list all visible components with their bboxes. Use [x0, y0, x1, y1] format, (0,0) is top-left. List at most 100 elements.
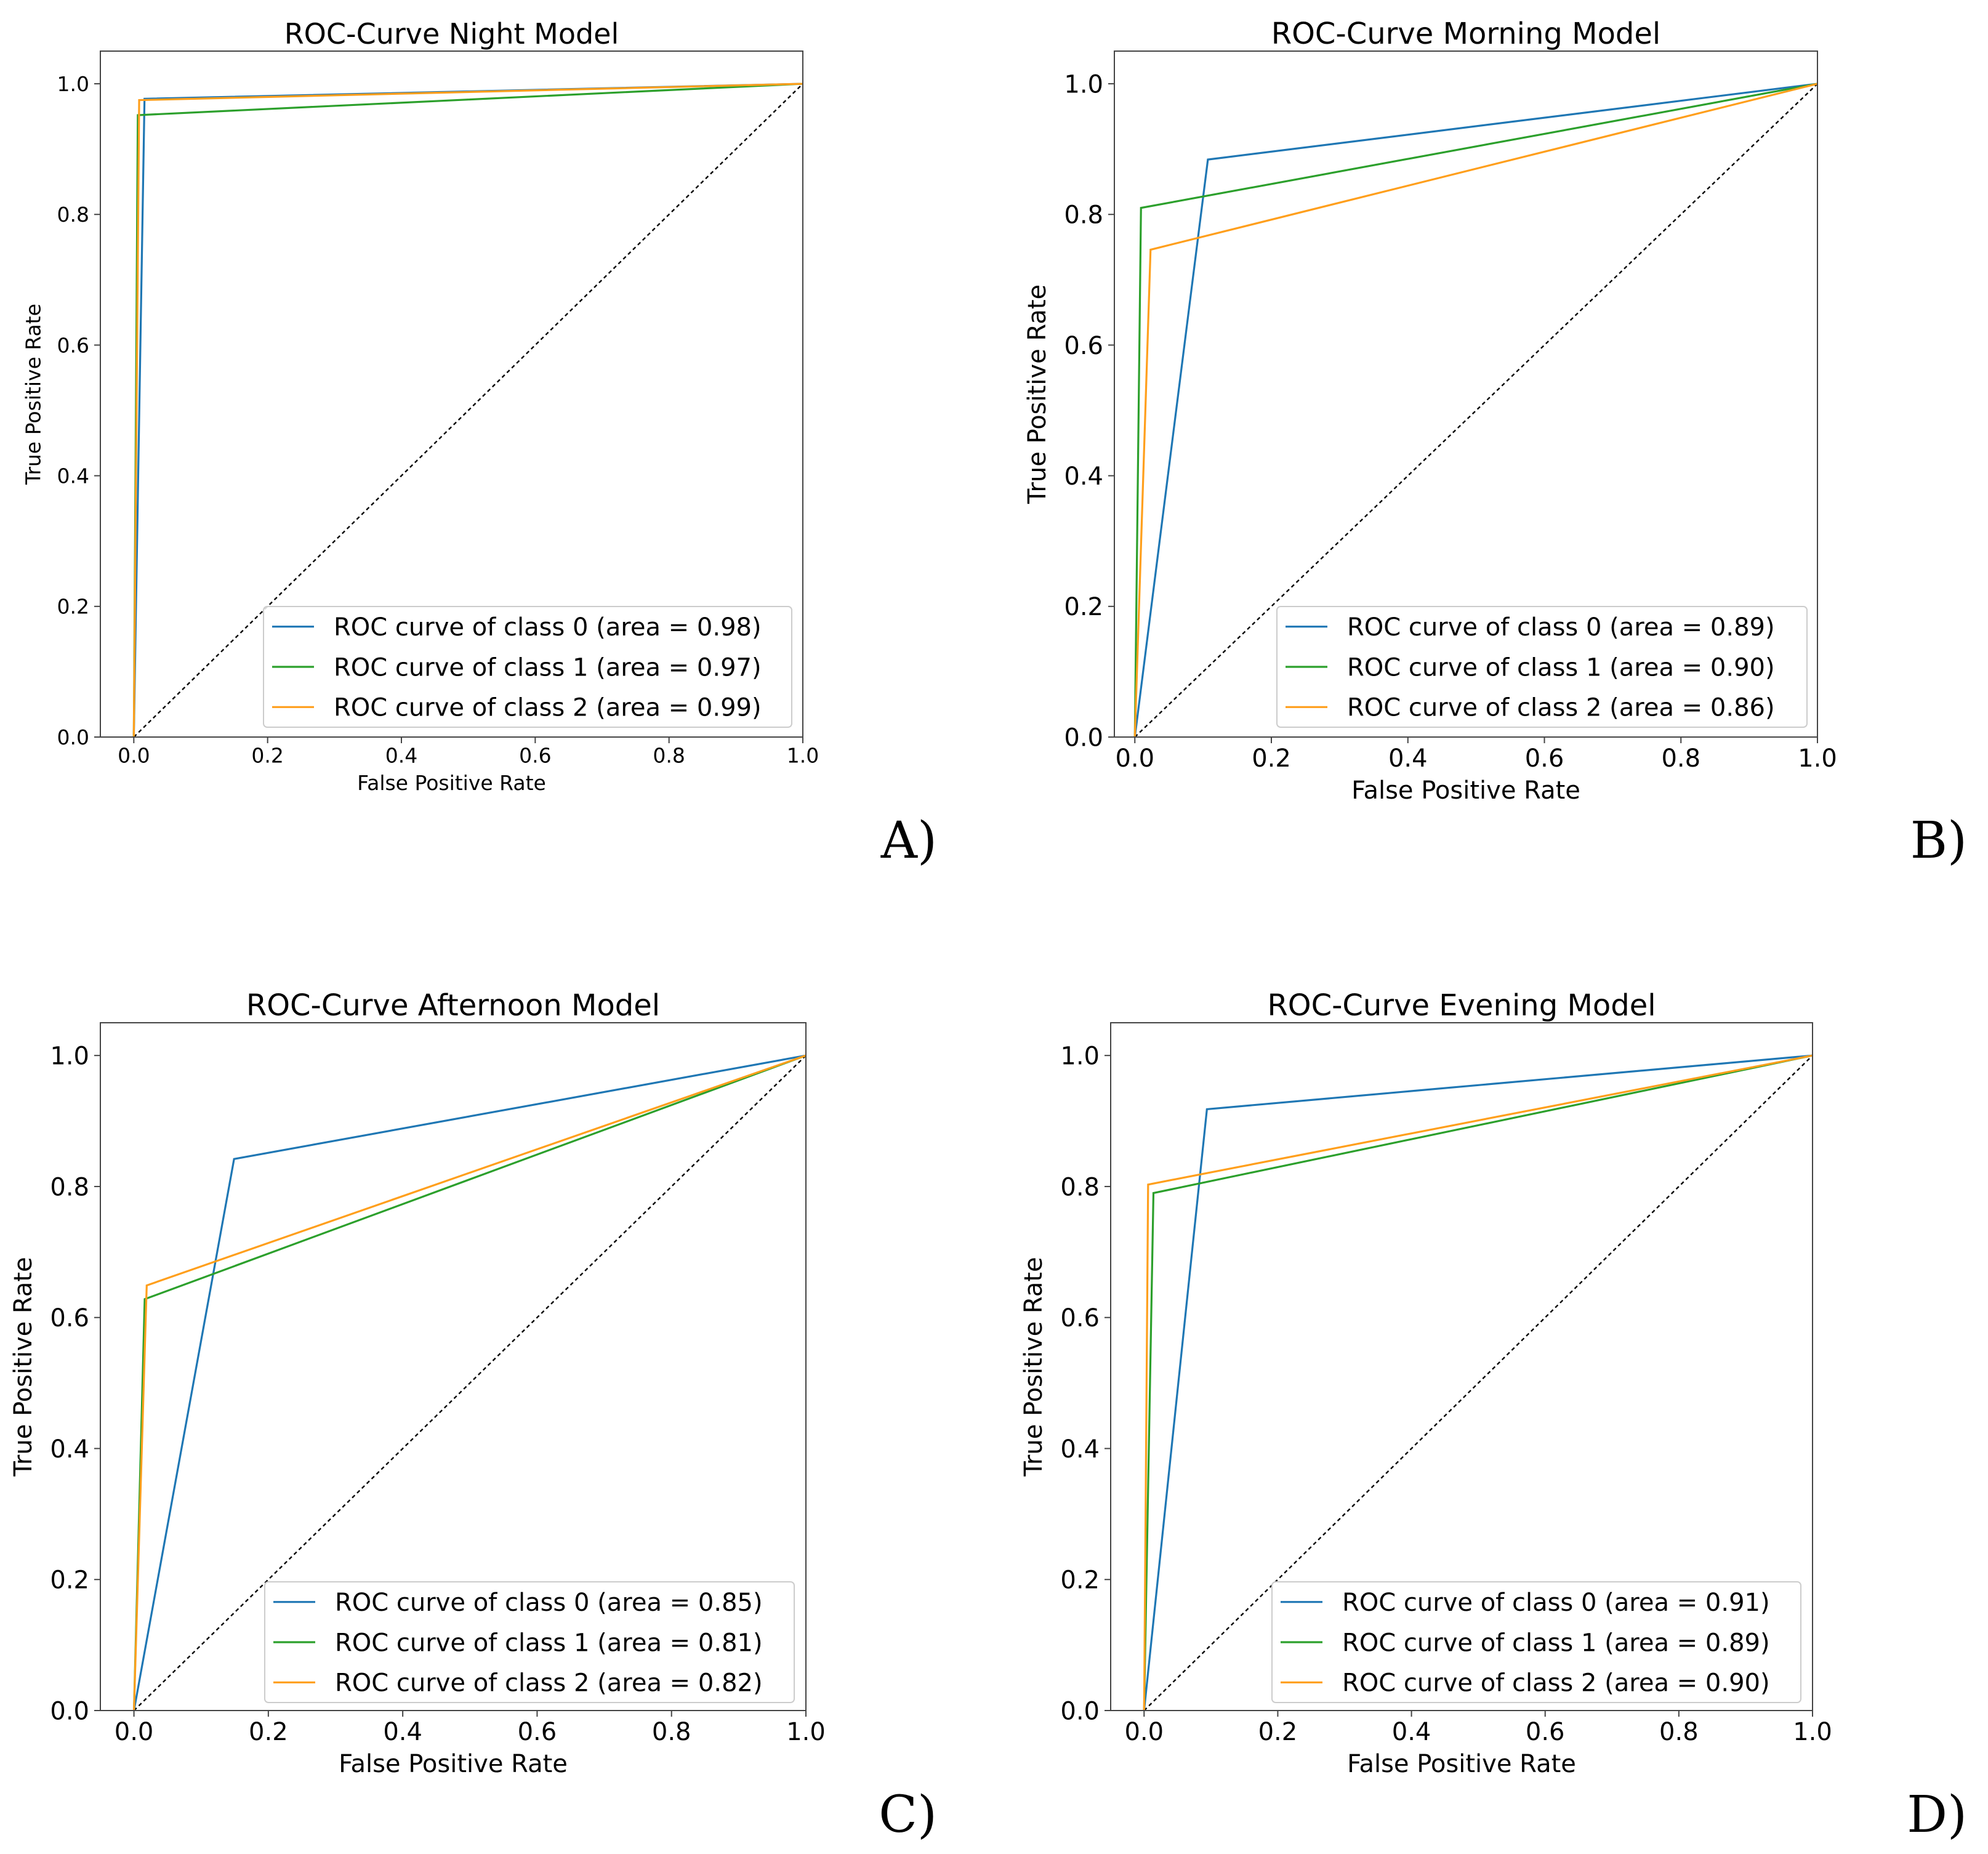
series-line-class-2	[132, 1054, 807, 1711]
chart-title: ROC-Curve Afternoon Model	[246, 988, 660, 1023]
x-tick-label: 1.0	[1798, 744, 1837, 773]
y-axis-label: True Positive Rate	[1020, 1257, 1048, 1477]
y-tick-label: 0.2	[57, 595, 89, 619]
x-tick-label: 0.4	[383, 1718, 422, 1746]
panel-letter: D)	[1907, 1786, 1967, 1844]
y-tick-label: 1.0	[1064, 70, 1103, 99]
x-tick-label: 0.0	[1124, 1718, 1164, 1746]
x-tick-label: 0.2	[249, 1718, 288, 1746]
x-tick-label: 1.0	[786, 1718, 826, 1746]
x-tick-label: 0.6	[518, 1718, 557, 1746]
y-tick-label: 0.2	[1064, 593, 1103, 621]
chart-title: ROC-Curve Night Model	[284, 17, 619, 50]
x-tick-label: 0.0	[118, 743, 150, 767]
legend-box	[264, 1581, 795, 1703]
legend-label-class-0: ROC curve of class 0 (area = 0.91)	[1342, 1589, 1770, 1617]
y-tick-label: 0.8	[50, 1173, 89, 1201]
y-tick-label: 0.4	[1060, 1435, 1100, 1464]
legend-label-class-2: ROC curve of class 2 (area = 0.82)	[335, 1669, 763, 1698]
y-tick-label: 0.0	[57, 725, 89, 749]
panel-letter: A)	[880, 812, 937, 870]
y-tick-label: 0.2	[1060, 1566, 1100, 1595]
series-line-class-0	[1133, 83, 1818, 738]
x-tick-label: 1.0	[787, 743, 819, 767]
legend-label-class-0: ROC curve of class 0 (area = 0.89)	[1347, 613, 1775, 642]
axes-frame	[100, 50, 803, 738]
series-line-class-2	[1143, 1054, 1813, 1711]
x-axis-label: False Positive Rate	[339, 1750, 568, 1778]
x-tick-label: 0.4	[385, 743, 417, 767]
y-tick-label: 0.6	[1060, 1304, 1100, 1332]
y-tick-label: 0.0	[50, 1697, 89, 1725]
x-tick-label: 0.8	[653, 743, 685, 767]
x-axis-label: False Positive Rate	[1351, 776, 1580, 805]
legend-box	[1271, 1581, 1801, 1703]
chart-title: ROC-Curve Evening Model	[1267, 988, 1656, 1023]
legend: ROC curve of class 0 (area = 0.89) ROC cu…	[1276, 606, 1808, 728]
panel-letter: C)	[879, 1786, 937, 1844]
y-tick-label: 0.4	[50, 1435, 89, 1464]
x-tick-label: 1.0	[1793, 1718, 1832, 1746]
x-tick-label: 0.8	[1661, 744, 1700, 773]
legend-label-class-1: ROC curve of class 1 (area = 0.90)	[1347, 653, 1775, 682]
y-tick-label: 0.0	[1064, 723, 1103, 752]
y-axis-label: True Positive Rate	[9, 1257, 38, 1477]
y-axis-label: True Positive Rate	[1023, 284, 1052, 504]
legend-box	[1276, 606, 1808, 728]
y-tick-label: 0.4	[57, 464, 89, 488]
legend: ROC curve of class 0 (area = 0.85) ROC cu…	[264, 1581, 795, 1703]
chart-title: ROC-Curve Morning Model	[1271, 17, 1661, 51]
y-tick-label: 0.8	[1064, 201, 1103, 230]
x-tick-label: 0.6	[519, 743, 551, 767]
series-line-class-0	[1143, 1054, 1813, 1711]
panel-letter: B)	[1910, 812, 1967, 870]
legend-label-class-1: ROC curve of class 1 (area = 0.89)	[1342, 1629, 1770, 1657]
chart-panel-2: 0.0 0.2 0.4 0.6 0.8 1.0 0.0 0.2 0.4 0.6 0.8 1.0 ROC-…	[1023, 17, 1967, 870]
y-tick-label: 0.8	[1060, 1173, 1100, 1201]
legend-label-class-1: ROC curve of class 1 (area = 0.81)	[335, 1629, 763, 1657]
y-tick-label: 0.6	[50, 1304, 89, 1332]
legend-label-class-2: ROC curve of class 2 (area = 0.86)	[1347, 694, 1775, 722]
x-tick-label: 0.6	[1525, 744, 1564, 773]
x-tick-label: 0.8	[652, 1718, 691, 1746]
y-tick-label: 0.4	[1064, 462, 1103, 491]
y-tick-label: 0.0	[1060, 1697, 1100, 1725]
series-line-class-1	[1143, 1054, 1813, 1711]
x-tick-label: 0.0	[1115, 744, 1154, 773]
series-line-class-2	[132, 83, 803, 738]
legend-label-class-2: ROC curve of class 2 (area = 0.99)	[334, 694, 762, 722]
legend-label-class-2: ROC curve of class 2 (area = 0.90)	[1342, 1669, 1770, 1698]
series-line-class-1	[1133, 83, 1818, 738]
y-tick-label: 0.8	[57, 203, 89, 227]
y-tick-label: 0.2	[50, 1566, 89, 1595]
x-tick-label: 0.4	[1392, 1718, 1431, 1746]
chart-panel-4: 0.0 0.2 0.4 0.6 0.8 1.0 0.0 0.2 0.4 0.6 0.8 1.0 ROC-…	[1020, 988, 1967, 1844]
x-tick-label: 0.4	[1388, 744, 1428, 773]
axes-frame	[1114, 50, 1818, 738]
legend: ROC curve of class 0 (area = 0.91) ROC cu…	[1271, 1581, 1801, 1703]
legend-label-class-0: ROC curve of class 0 (area = 0.98)	[334, 613, 762, 642]
diagonal-reference-line	[133, 1055, 807, 1711]
legend-box	[263, 606, 792, 728]
legend-label-class-0: ROC curve of class 0 (area = 0.85)	[335, 1589, 763, 1617]
diagonal-reference-line	[133, 83, 803, 738]
axes-frame	[100, 1022, 807, 1711]
diagonal-reference-line	[1143, 1055, 1813, 1711]
x-tick-label: 0.8	[1659, 1718, 1699, 1746]
legend-label-class-1: ROC curve of class 1 (area = 0.97)	[334, 653, 762, 682]
x-tick-label: 0.2	[1252, 744, 1291, 773]
x-tick-label: 0.2	[1258, 1718, 1298, 1746]
legend: ROC curve of class 0 (area = 0.98) ROC cu…	[263, 606, 792, 728]
x-tick-label: 0.6	[1526, 1718, 1565, 1746]
y-axis-label: True Positive Rate	[22, 304, 46, 485]
x-tick-label: 0.0	[115, 1718, 154, 1746]
y-tick-label: 0.6	[57, 333, 89, 357]
x-axis-label: False Positive Rate	[1347, 1750, 1576, 1778]
series-line-class-2	[1133, 83, 1818, 738]
y-tick-label: 1.0	[50, 1042, 89, 1071]
y-tick-label: 1.0	[57, 72, 89, 96]
chart-panel-1: 0.0 0.2 0.4 0.6 0.8 1.0 0.0 0.2 0.4 0.6 0.8 1.0 ROC-…	[22, 17, 937, 870]
axes-frame	[1110, 1022, 1813, 1711]
y-tick-label: 0.6	[1064, 332, 1103, 360]
